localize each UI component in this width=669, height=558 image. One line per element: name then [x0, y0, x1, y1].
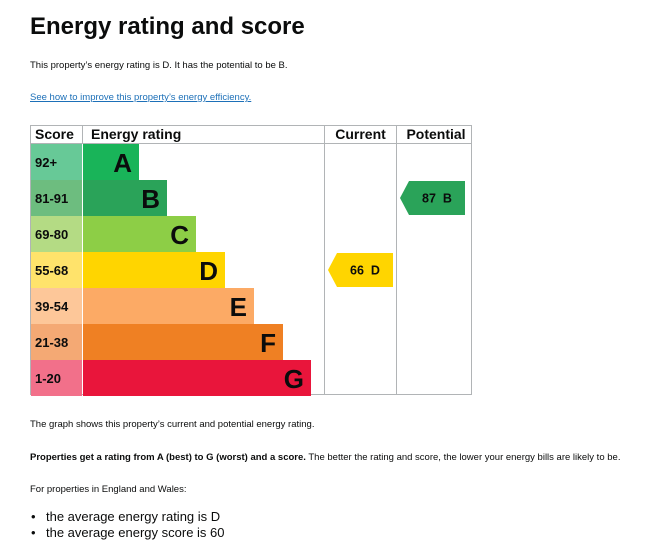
energy-rating-column-header: Energy rating [91, 126, 181, 142]
band-bar [83, 360, 311, 396]
band-score-cell [31, 216, 82, 252]
potential-rating-arrow [400, 181, 465, 215]
band-letter: A [113, 148, 132, 178]
potential-rating-label: 87 B [422, 192, 452, 206]
band-score-range: 1-20 [35, 371, 61, 386]
rating-explanation: Properties get a rating from A (best) to… [30, 452, 620, 464]
band-score-cell [31, 252, 82, 288]
band-bar [83, 180, 167, 216]
band-bar [83, 252, 225, 288]
band-score-range: 55-68 [35, 263, 68, 278]
potential-rating-marker: 87 B [400, 181, 465, 215]
band-bar [83, 324, 283, 360]
band-bar [83, 288, 254, 324]
band-score-range: 21-38 [35, 335, 68, 350]
band-letter: E [230, 292, 247, 322]
score-column-header: Score [35, 126, 74, 142]
band-bar [83, 216, 196, 252]
band-score-cell [31, 360, 82, 396]
band-score-range: 39-54 [35, 299, 69, 314]
band-row-b: 81-91 B [31, 180, 167, 216]
band-bar [83, 144, 139, 180]
band-row-e: 39-54 E [31, 288, 254, 324]
list-item: • the average energy score is 60 [30, 525, 225, 541]
rating-explanation-rest: The better the rating and score, the low… [305, 452, 621, 463]
band-row-f: 21-38 F [31, 324, 283, 360]
page-title: Energy rating and score [30, 13, 305, 40]
current-rating-arrow [328, 253, 393, 287]
band-score-range: 81-91 [35, 191, 68, 206]
band-row-d: 55-68 D [31, 252, 225, 288]
band-row-c: 69-80 C [31, 216, 196, 252]
current-rating-marker: 66 D [328, 253, 393, 287]
band-row-g: 1-20 G [31, 360, 311, 396]
average-score-text: the average energy score is 60 [46, 525, 225, 540]
rating-explanation-bold: Properties get a rating from A (best) to… [30, 452, 306, 463]
average-rating-text: the average energy rating is D [46, 509, 221, 524]
band-score-cell [31, 324, 82, 360]
current-rating-label: 66 D [350, 264, 380, 278]
bullet-icon: • [31, 525, 36, 540]
region-intro: For properties in England and Wales: [30, 484, 187, 495]
energy-rating-chart: Score Energy rating Current Potential 92… [30, 125, 472, 396]
average-ratings-list: • the average energy rating is D • the ave… [30, 509, 225, 541]
potential-column-header: Potential [406, 126, 465, 142]
band-letter: D [199, 256, 218, 286]
graph-note: The graph shows this property’s current … [30, 419, 315, 430]
band-letter: G [284, 364, 304, 394]
band-score-cell [31, 288, 82, 324]
band-score-range: 69-80 [35, 227, 68, 242]
bullet-icon: • [31, 509, 36, 524]
band-row-a: 92+ A [31, 144, 139, 180]
band-letter: C [170, 220, 189, 250]
band-score-range: 92+ [35, 155, 57, 170]
band-score-cell [31, 180, 82, 216]
band-letter: F [260, 328, 276, 358]
improve-efficiency-link[interactable]: See how to improve this property’s energ… [30, 92, 252, 103]
band-rows: 92+ A 81-91 B 69-80 C 55-68 D 39-54 E 21-38 F 1-20 G [31, 144, 311, 396]
band-score-cell [31, 144, 82, 180]
list-item: • the average energy rating is D [30, 509, 225, 525]
rating-summary: This property’s energy rating is D. It h… [30, 60, 288, 71]
band-letter: B [141, 184, 160, 214]
current-column-header: Current [335, 126, 386, 142]
